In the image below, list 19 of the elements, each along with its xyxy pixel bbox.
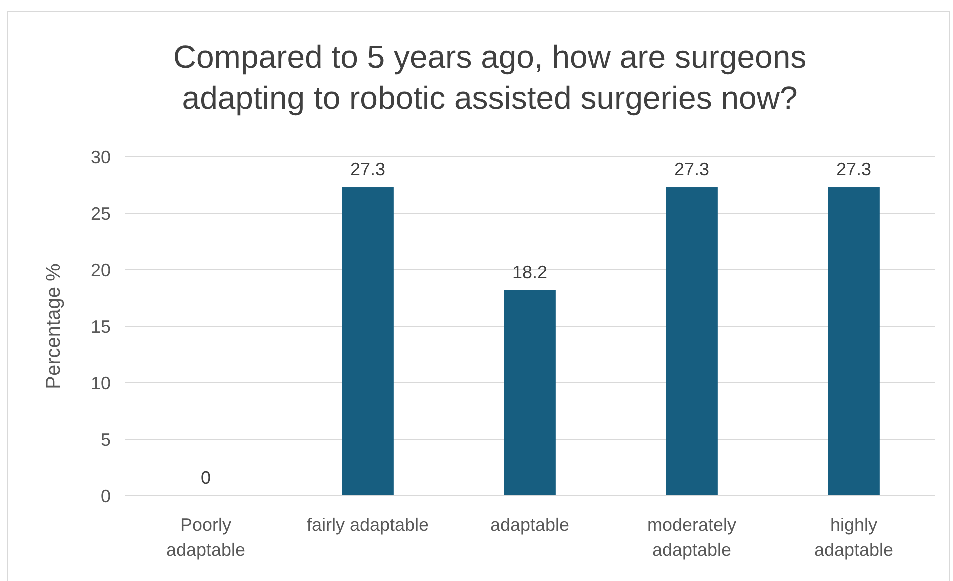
x-tick-label: fairly adaptable [306, 515, 430, 535]
data-label: 0 [200, 468, 212, 488]
y-tick-label: 0 [100, 486, 111, 506]
data-label: 18.2 [512, 262, 548, 282]
y-tick-label: 30 [90, 147, 111, 168]
data-label: 27.3 [836, 160, 872, 180]
data-label: 27.3 [350, 160, 386, 180]
x-tick-label: moderately adaptable [647, 515, 737, 560]
x-tick-label: highly adaptable [814, 515, 894, 560]
chart-title: Compared to 5 years ago, how are surgeons adapting to robotic assisted surgeries now? [173, 39, 807, 116]
x-tick-label: adaptable [490, 515, 570, 535]
y-tick-label: 15 [90, 316, 111, 337]
y-tick-label: 20 [90, 260, 111, 280]
y-tick-label: 10 [90, 373, 111, 394]
y-tick-label: 25 [90, 204, 111, 224]
y-tick-label: 5 [100, 430, 111, 450]
data-label: 27.3 [674, 160, 710, 180]
y-axis-title: Percentage % [43, 263, 65, 390]
x-tick-label: Poorly adaptable [166, 515, 246, 560]
